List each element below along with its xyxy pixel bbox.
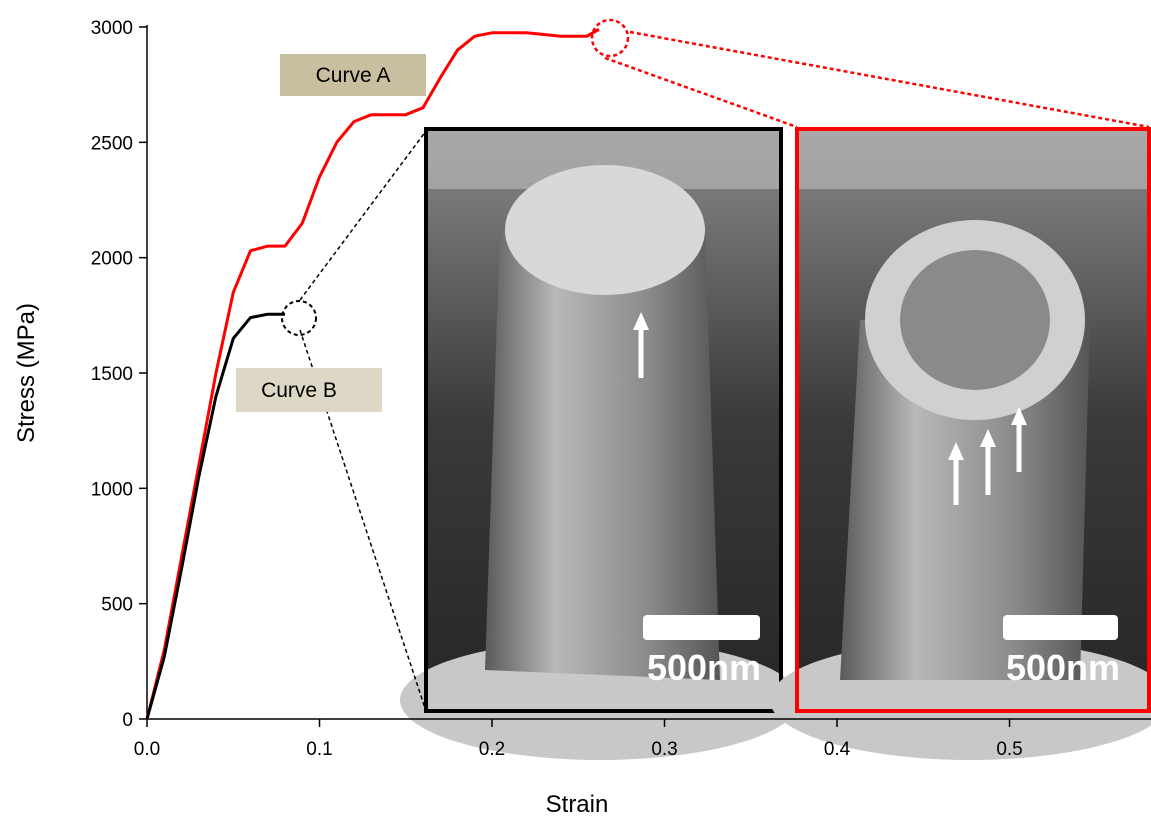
label-box bbox=[236, 368, 382, 412]
x-tick-label: 0.0 bbox=[134, 739, 160, 760]
y-tick-label: 2500 bbox=[91, 133, 133, 154]
label-box bbox=[280, 54, 426, 96]
curve-label: Curve A bbox=[316, 64, 391, 87]
curve-label: Curve B bbox=[261, 379, 337, 402]
y-tick-label: 500 bbox=[101, 595, 133, 616]
y-tick-label: 0 bbox=[122, 710, 133, 731]
y-tick-label: 1500 bbox=[91, 364, 133, 385]
scale-bar-label: 500nm bbox=[1006, 647, 1120, 688]
curve bbox=[145, 312, 285, 720]
plot: 0.0 0.1 0.2 0.3 0.4 0.5 0 500 1000 1500 2000 2500 30… bbox=[91, 18, 1151, 760]
x-tick-label: 0.3 bbox=[651, 739, 677, 760]
x-tick-label: 0.2 bbox=[479, 739, 505, 760]
x-tick-label: 0.5 bbox=[996, 739, 1022, 760]
y-tick-label: 1000 bbox=[91, 479, 133, 500]
x-axis-label: Strain bbox=[546, 791, 609, 818]
x-tick-label: 0.4 bbox=[824, 739, 851, 760]
y-axis-label: Stress (MPa) bbox=[13, 303, 40, 443]
y-tick-label: 2000 bbox=[91, 249, 133, 270]
curve bbox=[145, 27, 600, 720]
x-tick-label: 0.1 bbox=[306, 739, 332, 760]
inset-right bbox=[770, 127, 1151, 760]
scale-bar-label: 500nm bbox=[647, 647, 761, 688]
y-tick-label: 3000 bbox=[91, 18, 133, 39]
inset-left bbox=[400, 127, 800, 760]
